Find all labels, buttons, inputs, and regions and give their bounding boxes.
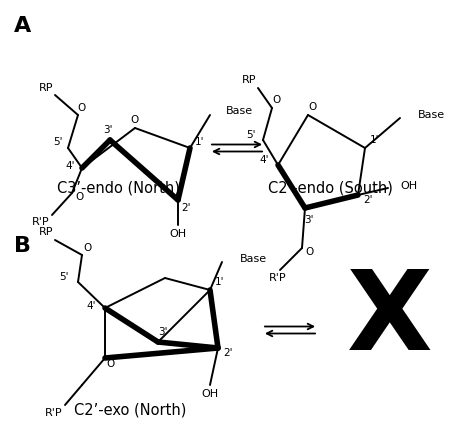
Text: O: O: [107, 359, 115, 369]
Text: 2': 2': [181, 203, 191, 213]
Text: 4': 4': [86, 301, 96, 311]
Text: 5': 5': [246, 130, 256, 140]
Text: Base: Base: [418, 110, 445, 120]
Text: O: O: [309, 102, 317, 112]
Text: 4': 4': [259, 155, 269, 165]
Text: 2': 2': [363, 195, 373, 205]
Text: 1': 1': [195, 137, 205, 147]
Text: B: B: [14, 236, 31, 256]
Text: R'P: R'P: [269, 273, 287, 283]
Text: 3': 3': [103, 125, 113, 135]
Text: O: O: [306, 247, 314, 257]
Text: R'P: R'P: [46, 408, 63, 418]
Text: 1': 1': [370, 135, 380, 145]
Text: X: X: [347, 267, 433, 373]
Text: C2’-exo (North): C2’-exo (North): [74, 402, 186, 417]
Text: O: O: [84, 243, 92, 253]
Text: O: O: [76, 192, 84, 202]
Text: 1': 1': [215, 277, 225, 287]
Text: 5': 5': [53, 137, 63, 147]
Text: RP: RP: [38, 83, 53, 93]
Text: RP: RP: [38, 227, 53, 237]
Text: Base: Base: [226, 106, 253, 116]
Text: C2’-endo (South): C2’-endo (South): [267, 181, 392, 195]
Text: A: A: [14, 16, 31, 36]
Text: O: O: [78, 103, 86, 113]
Text: R'P: R'P: [32, 217, 50, 227]
Text: C3’-endo (North): C3’-endo (North): [56, 181, 180, 195]
Text: O: O: [273, 95, 281, 105]
Text: 3': 3': [304, 215, 314, 225]
Text: RP: RP: [241, 75, 256, 85]
Text: OH: OH: [400, 181, 417, 191]
Text: 3': 3': [158, 327, 168, 337]
Text: O: O: [131, 115, 139, 125]
Text: 5': 5': [59, 272, 69, 282]
Text: Base: Base: [240, 254, 267, 264]
Text: OH: OH: [201, 389, 219, 399]
Text: 2': 2': [223, 348, 233, 358]
Text: OH: OH: [169, 229, 187, 239]
Text: 4': 4': [65, 161, 75, 171]
